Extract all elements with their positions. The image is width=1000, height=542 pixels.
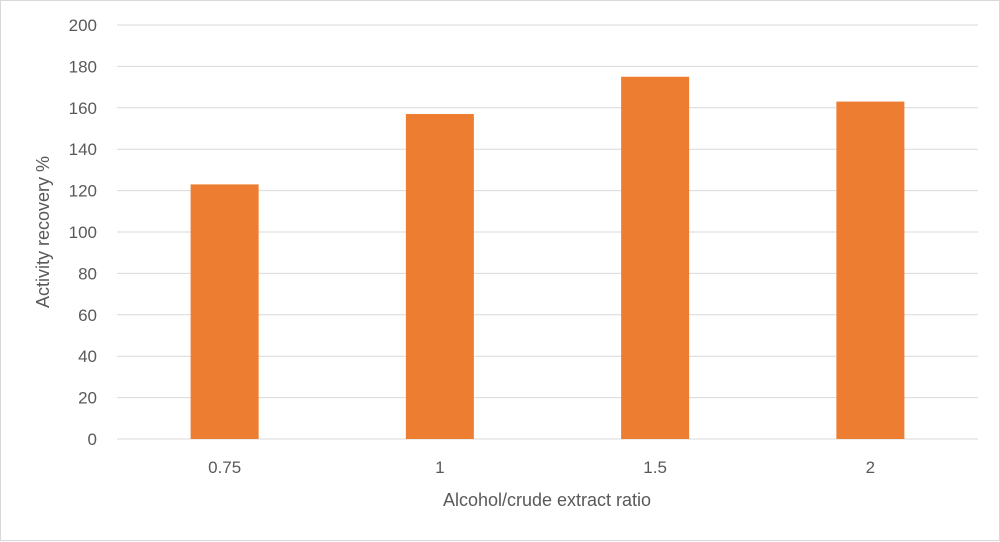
bar: [405, 114, 474, 439]
x-tick-label: 1: [435, 458, 444, 477]
bar: [836, 101, 905, 439]
y-tick-label: 80: [78, 264, 97, 283]
x-tick-label: 0.75: [208, 458, 241, 477]
y-tick-label: 0: [88, 430, 97, 449]
y-tick-label: 60: [78, 306, 97, 325]
y-tick-label: 40: [78, 347, 97, 366]
x-axis-title: Alcohol/crude extract ratio: [443, 490, 651, 510]
y-tick-label: 100: [69, 223, 97, 242]
y-axis-tick-labels: 0 20 40 60 80 100 120 140 160 180 200: [69, 16, 97, 449]
x-tick-label: 2: [866, 458, 875, 477]
y-tick-label: 120: [69, 182, 97, 201]
y-tick-label: 200: [69, 16, 97, 35]
y-axis-title: Activity recovery %: [33, 156, 53, 308]
x-axis-tick-labels: 0.75 1 1.5 2: [208, 458, 875, 477]
y-tick-label: 140: [69, 140, 97, 159]
y-tick-label: 180: [69, 57, 97, 76]
bar: [621, 76, 690, 439]
bars: [190, 76, 905, 439]
gridlines: [117, 24, 978, 440]
x-tick-label: 1.5: [643, 458, 667, 477]
bar: [190, 184, 259, 439]
y-tick-label: 20: [78, 389, 97, 408]
y-tick-label: 160: [69, 99, 97, 118]
